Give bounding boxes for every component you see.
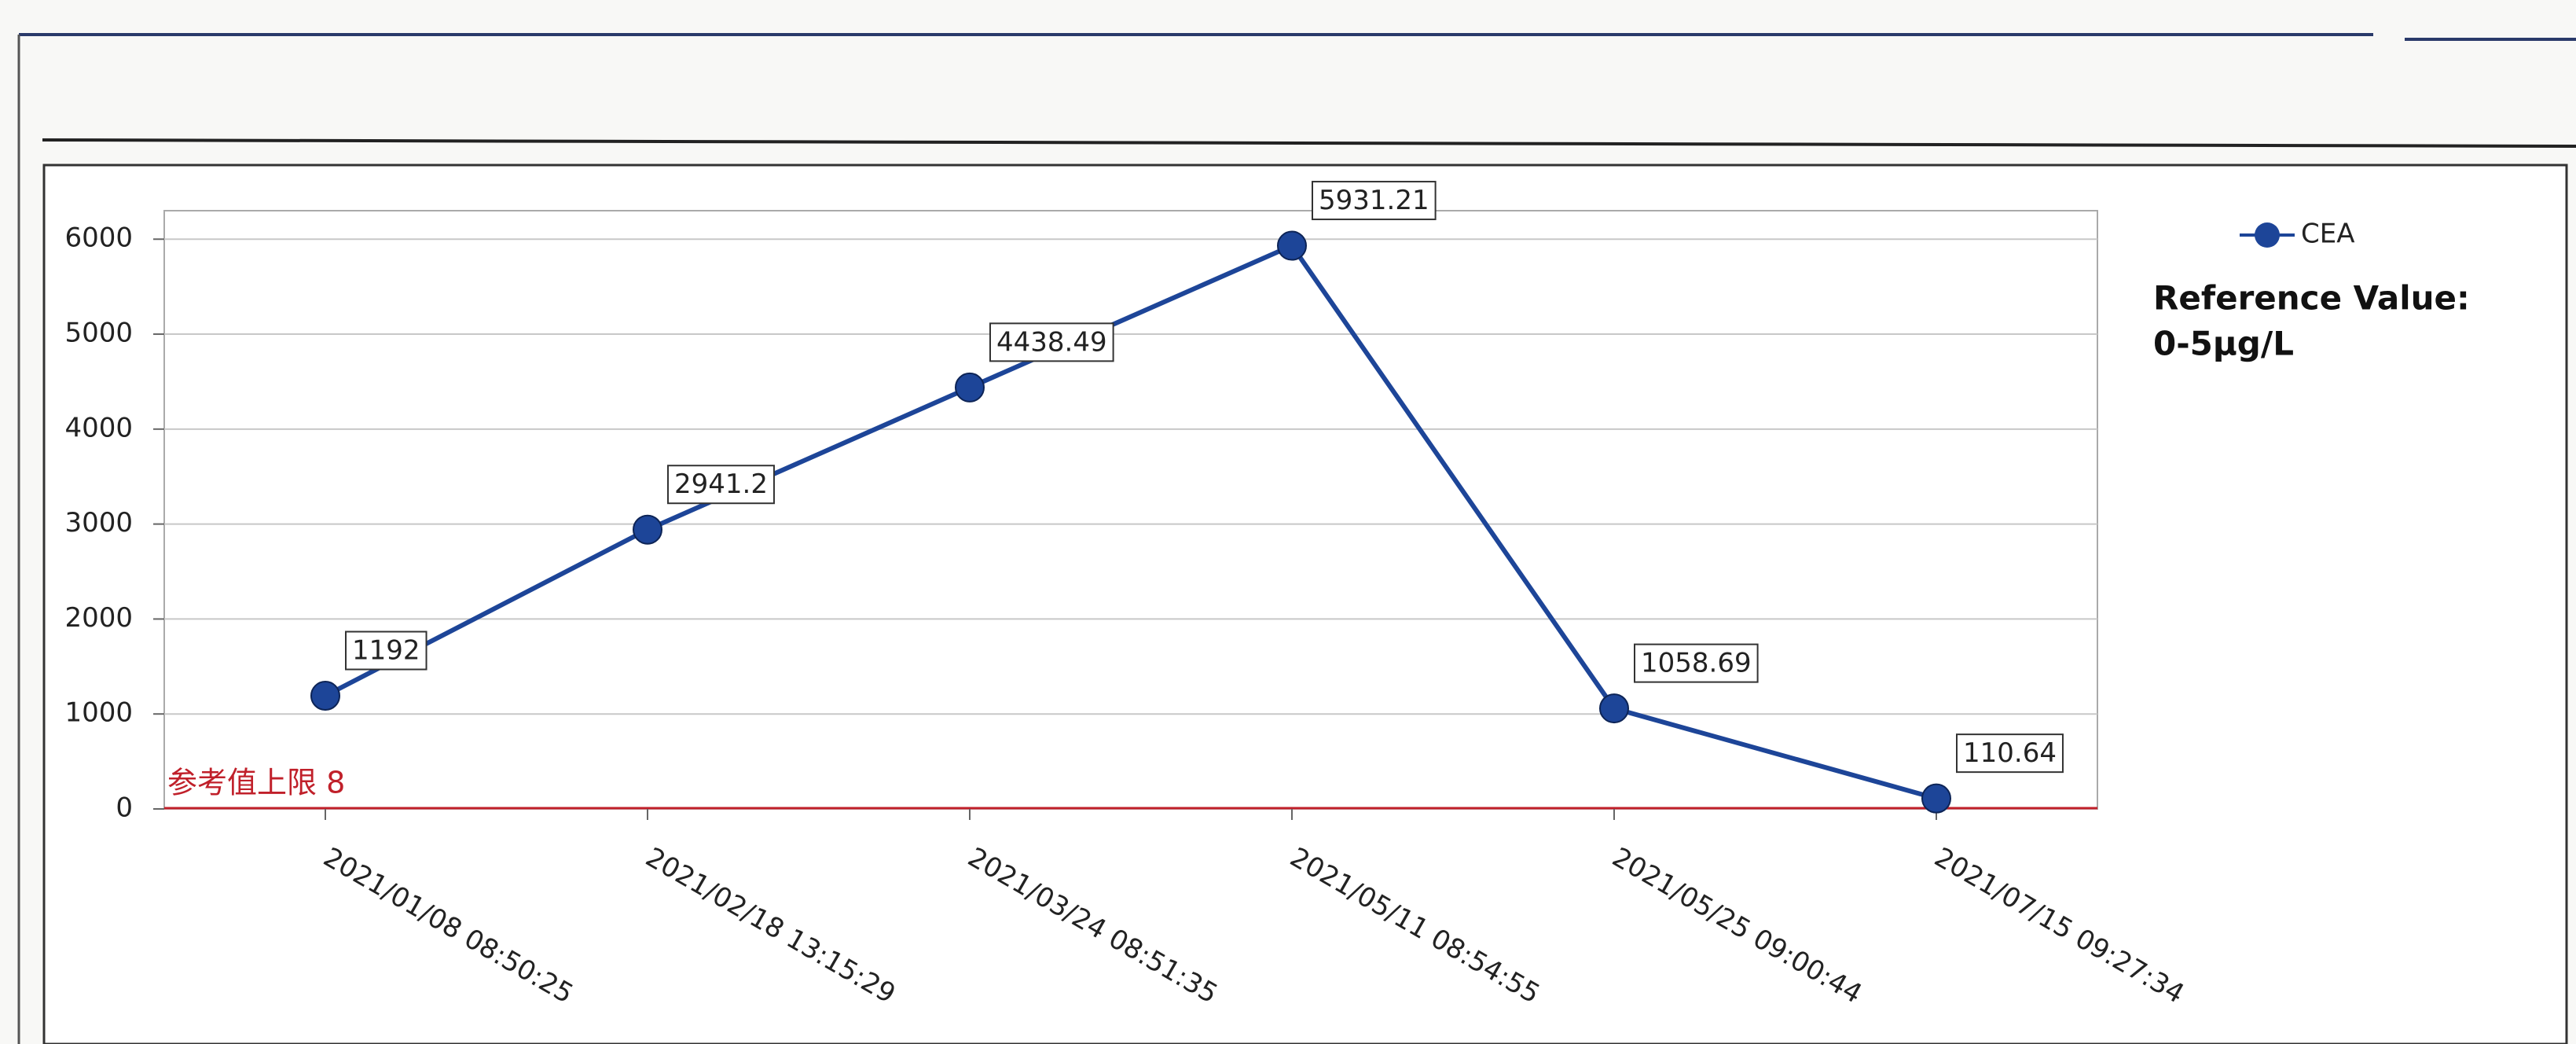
annotation: 0-5μg/L: [2153, 325, 2294, 363]
y-tick-label: 2000: [64, 602, 133, 634]
data-label-group: 2941.2: [667, 465, 775, 505]
data-label-box: [989, 322, 1114, 362]
data-label-group: 1192: [345, 630, 427, 671]
data-line: [324, 242, 1937, 801]
y-tick-label: 1000: [64, 697, 133, 729]
data-point: [310, 681, 340, 711]
y-tick-label: 3000: [64, 507, 133, 539]
y-tick-label: 0: [116, 792, 133, 824]
data-label-group: 4438.49: [989, 322, 1114, 362]
data-label: 2941.2: [674, 469, 768, 500]
data-point: [633, 514, 662, 545]
data-label-box: [1312, 181, 1437, 221]
data-label-box: [1956, 733, 2064, 774]
data-label: 110.64: [1963, 737, 2057, 769]
y-tick-label: 5000: [64, 318, 133, 349]
data-label-group: 5931.21: [1312, 181, 1437, 221]
data-label-box: [1634, 643, 1759, 683]
y-tick-label: 6000: [64, 222, 133, 254]
data-point: [1277, 230, 1307, 261]
data-label-group: 1058.69: [1634, 643, 1759, 683]
data-label: 4438.49: [996, 326, 1107, 358]
legend-label: CEA: [2301, 219, 2354, 250]
y-tick-label: 4000: [64, 412, 133, 443]
frame-line: [42, 138, 2576, 148]
data-point: [1599, 693, 1629, 724]
data-point: [955, 372, 985, 403]
data-label-group: 110.64: [1956, 733, 2064, 774]
chart-panel: [42, 164, 2568, 1044]
data-label: 1058.69: [1641, 648, 1752, 679]
legend-marker: [2255, 222, 2280, 248]
reference-label: 参考值上限 8: [167, 766, 345, 800]
data-label: 1192: [352, 635, 420, 667]
data-label-box: [667, 465, 775, 505]
data-label-box: [345, 630, 427, 671]
data-label: 5931.21: [1319, 185, 1429, 216]
annotation: Reference Value:: [2153, 279, 2470, 318]
data-point: [1921, 783, 1951, 814]
